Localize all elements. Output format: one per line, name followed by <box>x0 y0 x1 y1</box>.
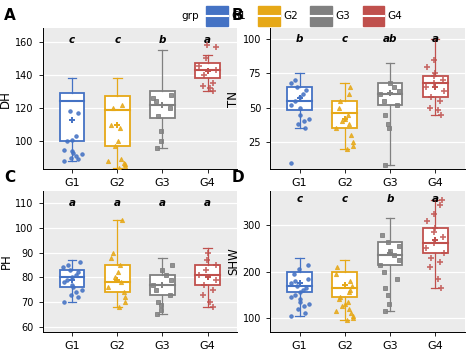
Text: ab: ab <box>383 34 397 44</box>
Text: a: a <box>204 35 211 45</box>
Text: A: A <box>4 8 16 23</box>
Text: a: a <box>114 198 121 208</box>
Text: c: c <box>342 34 348 44</box>
Text: c: c <box>114 35 120 45</box>
Bar <box>150 91 175 118</box>
Text: a: a <box>204 198 211 208</box>
Text: c: c <box>297 194 302 204</box>
Text: b: b <box>296 34 303 44</box>
Text: b: b <box>159 35 166 45</box>
Bar <box>60 93 84 141</box>
Text: G3: G3 <box>336 11 350 21</box>
Text: a: a <box>159 198 166 208</box>
Y-axis label: SHW: SHW <box>227 247 240 275</box>
Y-axis label: TN: TN <box>227 91 240 107</box>
Y-axis label: DH: DH <box>0 90 12 108</box>
Bar <box>195 63 220 78</box>
Text: D: D <box>231 170 244 185</box>
Bar <box>287 87 312 110</box>
Bar <box>423 228 447 253</box>
Y-axis label: PH: PH <box>0 253 12 269</box>
Text: a: a <box>432 34 438 44</box>
Bar <box>287 272 312 293</box>
Bar <box>377 83 402 105</box>
Text: G4: G4 <box>388 11 402 21</box>
Text: grp: grp <box>182 11 199 21</box>
Text: b: b <box>386 194 393 204</box>
Bar <box>60 270 84 287</box>
Text: B: B <box>231 8 243 23</box>
Bar <box>332 101 357 128</box>
Text: G1: G1 <box>231 11 246 21</box>
Text: a: a <box>69 198 75 208</box>
Bar <box>150 275 175 295</box>
Bar <box>105 96 130 146</box>
Bar <box>423 76 447 97</box>
Text: G2: G2 <box>283 11 298 21</box>
Bar <box>195 265 220 285</box>
Text: c: c <box>342 194 348 204</box>
Text: c: c <box>69 35 75 45</box>
Bar <box>105 265 130 292</box>
Bar <box>332 272 357 297</box>
Text: C: C <box>4 170 15 185</box>
Text: a: a <box>432 194 438 204</box>
Bar <box>377 241 402 265</box>
